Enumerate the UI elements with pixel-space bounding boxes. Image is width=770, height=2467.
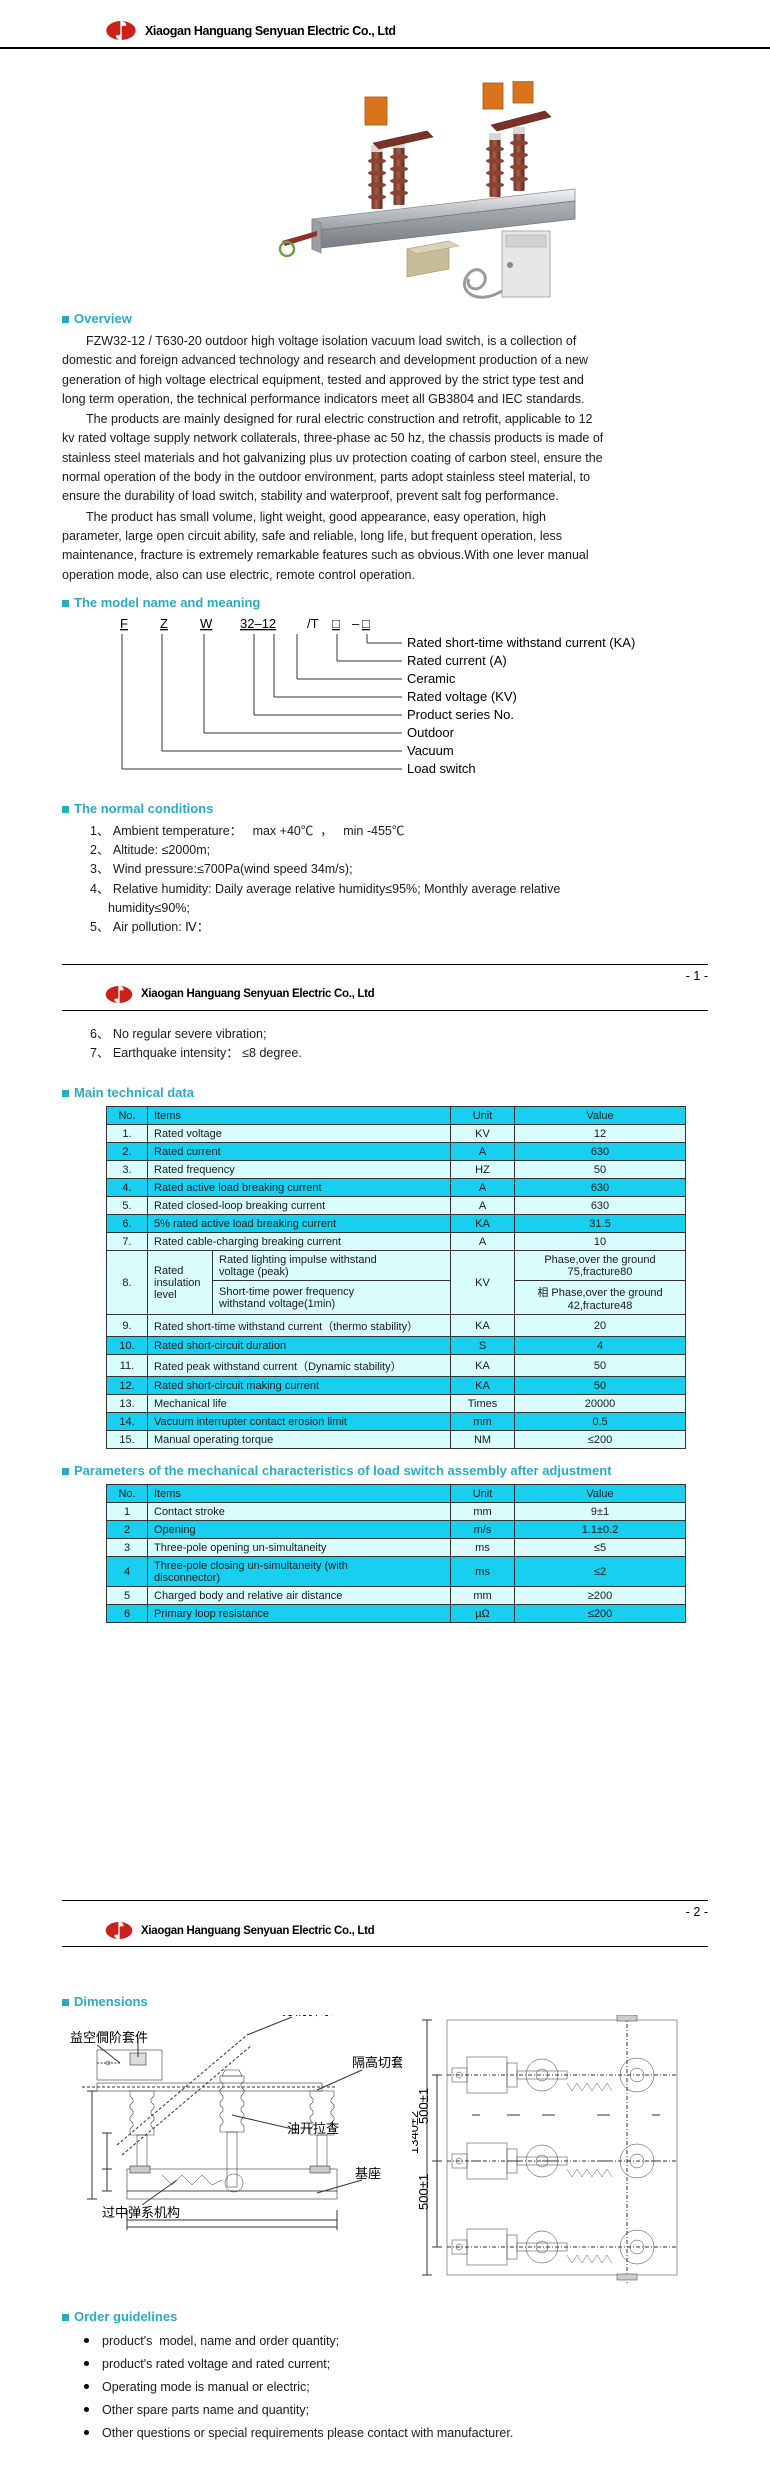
svg-text:分防弹系: 分防弹系 bbox=[282, 2015, 334, 2018]
svg-text:Ceramic: Ceramic bbox=[407, 671, 456, 686]
svg-text:Vacuum: Vacuum bbox=[407, 743, 454, 758]
svg-text:500±1: 500±1 bbox=[416, 2174, 431, 2210]
svg-text:过中弹系机构: 过中弹系机构 bbox=[102, 2205, 180, 2220]
svg-text:Rated voltage (KV): Rated voltage (KV) bbox=[407, 689, 517, 704]
svg-text:–: – bbox=[352, 616, 360, 631]
svg-text:Rated current (A): Rated current (A) bbox=[407, 653, 507, 668]
svg-text:Product series No.: Product series No. bbox=[407, 707, 514, 722]
svg-text:F: F bbox=[120, 616, 128, 631]
svg-text:油开拉查: 油开拉查 bbox=[287, 2121, 339, 2136]
svg-text:Load switch: Load switch bbox=[407, 761, 476, 776]
svg-text:益空僩阶套件: 益空僩阶套件 bbox=[70, 2030, 148, 2045]
svg-text:□: □ bbox=[332, 616, 340, 631]
svg-text:隔高切套件: 隔高切套件 bbox=[352, 2055, 402, 2070]
svg-text:/T: /T bbox=[307, 616, 319, 631]
svg-text:Outdoor: Outdoor bbox=[407, 725, 455, 740]
svg-text:W: W bbox=[200, 616, 213, 631]
svg-text:□: □ bbox=[362, 616, 370, 631]
svg-text:500±1: 500±1 bbox=[416, 2088, 431, 2124]
svg-text:Rated short-time withstand cur: Rated short-time withstand current (KA) bbox=[407, 635, 635, 650]
svg-text:基座: 基座 bbox=[355, 2166, 381, 2181]
svg-text:32–12: 32–12 bbox=[240, 616, 276, 631]
svg-text:Z: Z bbox=[160, 616, 168, 631]
